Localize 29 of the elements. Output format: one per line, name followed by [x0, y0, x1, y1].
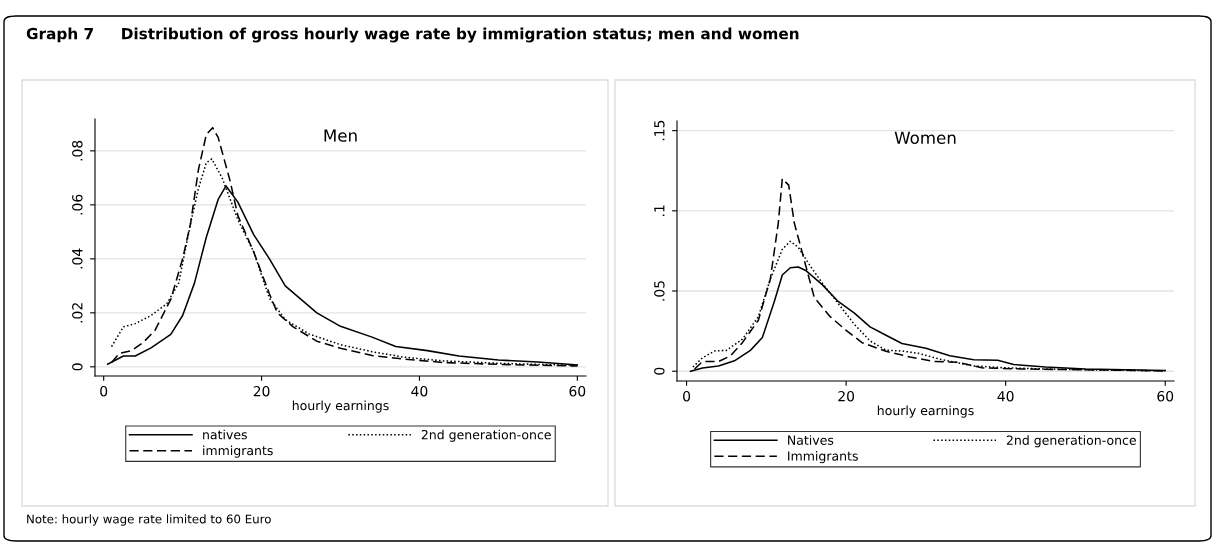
- x-axis-title: hourly earnings: [877, 405, 974, 418]
- y-tick-label: .05: [654, 281, 665, 301]
- x-tick-label: 0: [683, 390, 691, 402]
- legend-label: natives: [203, 429, 247, 440]
- text: Women: [894, 131, 956, 145]
- x-tick-label: 0: [100, 385, 108, 397]
- y-tick-label: 0: [654, 367, 665, 375]
- y-tick-label: 0: [72, 363, 83, 371]
- legend-label: 2nd generation-once: [421, 429, 551, 442]
- caption: Graph 7 Distribution of gross hourly wage rate by immigration status; men and women: [26, 27, 799, 43]
- y-tick-label: .15: [654, 120, 665, 141]
- legend-label: Immigrants: [788, 451, 858, 464]
- text: Note: hourly wage rate limited to 60 Euro: [27, 514, 271, 526]
- y-tick-label: .02: [72, 303, 83, 323]
- legend-label: immigrants: [203, 445, 273, 458]
- x-tick-label: 40: [411, 385, 428, 397]
- x-tick-label: 40: [997, 390, 1014, 402]
- x-tick-label: 20: [253, 385, 270, 397]
- x-tick-label: 20: [838, 390, 855, 402]
- chart-title: Men: [324, 129, 357, 142]
- y-tick-label: .04: [72, 248, 83, 269]
- x-tick-label: 60: [1157, 390, 1174, 402]
- y-tick-label: .08: [72, 140, 83, 161]
- y-tick-label: .1: [654, 205, 665, 216]
- x-axis-title: hourly earnings: [292, 400, 389, 413]
- y-tick-label: .06: [72, 194, 83, 215]
- legend-label: Natives: [788, 435, 834, 445]
- x-tick-label: 60: [569, 385, 586, 397]
- legend-label: 2nd generation-once: [1006, 435, 1136, 448]
